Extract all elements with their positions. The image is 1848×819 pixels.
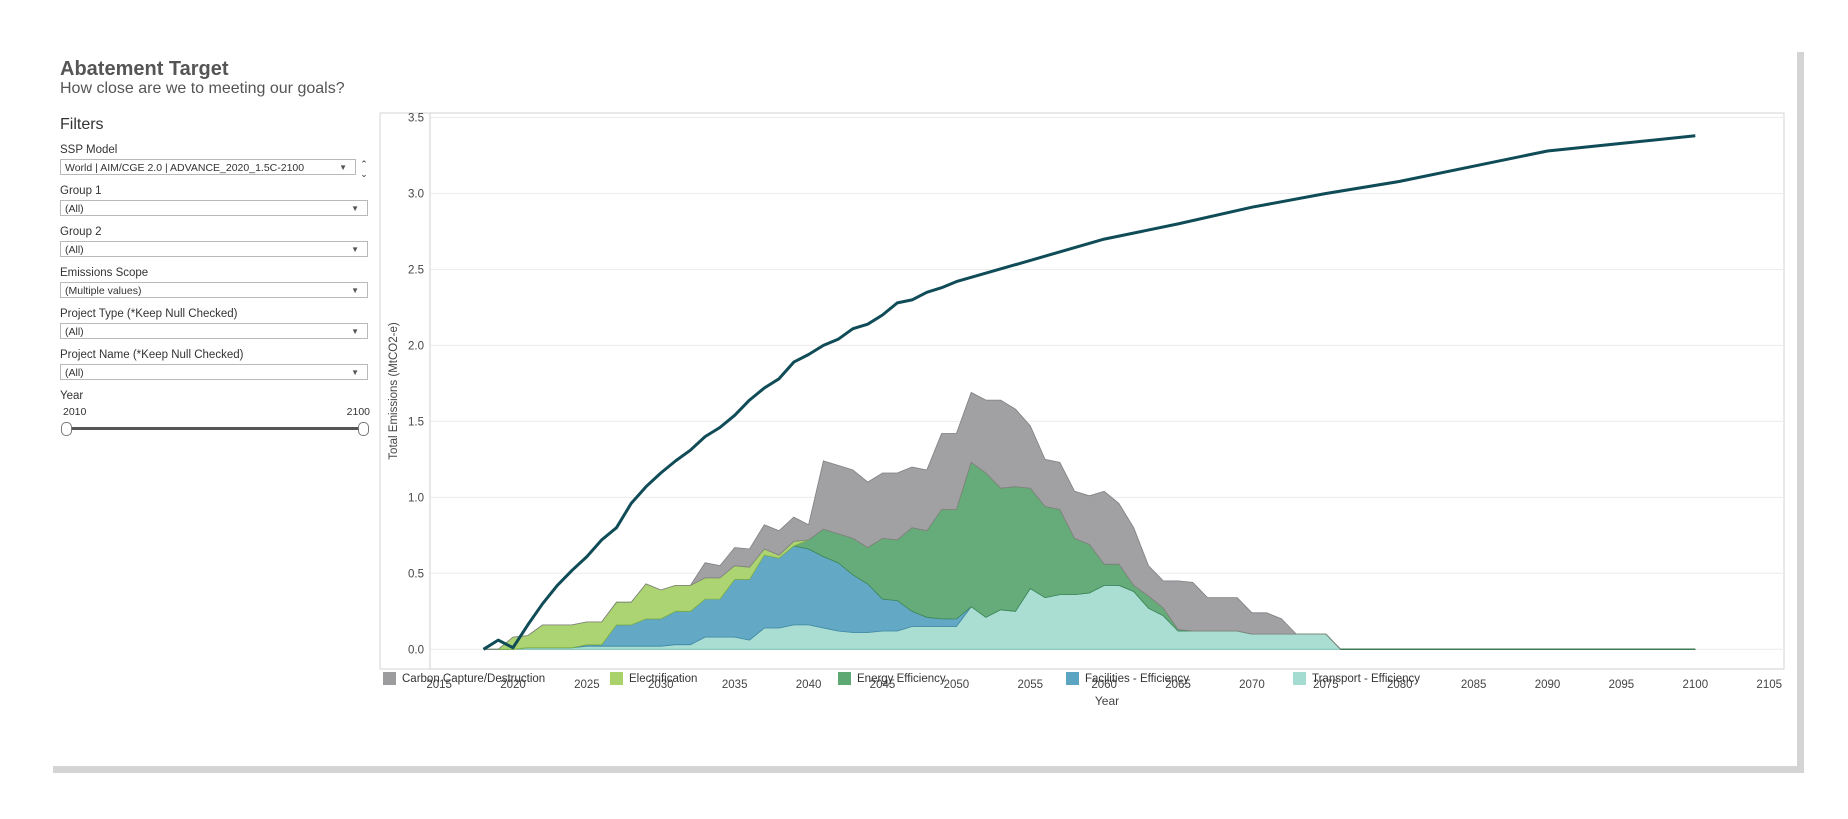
legend-label: Facilities - Efficiency xyxy=(1085,672,1189,685)
project-type-dropdown[interactable]: (All) ▼ xyxy=(60,323,368,339)
y-tick-label: 0.5 xyxy=(408,568,424,580)
legend-item[interactable]: Transport - Efficiency xyxy=(1293,672,1420,685)
legend-label: Energy Efficiency xyxy=(857,672,946,685)
group2-value: (All) xyxy=(65,244,84,256)
year-min-label: 2010 xyxy=(63,406,87,418)
stacked-areas xyxy=(483,391,1696,650)
axes: 0.0 0.5 1.0 1.5 2.0 2.5 3.0 3.5 2015 2020 2025 2030… xyxy=(408,113,1784,691)
slider-track[interactable] xyxy=(66,427,364,430)
up-down-stepper-icon[interactable]: ⌃ ⌄ xyxy=(360,159,368,179)
target-line-group xyxy=(482,134,1696,651)
y-axis-label: Total Emissions (MtCO2-e) xyxy=(388,322,400,460)
x-tick-label: 2075 xyxy=(1313,679,1339,691)
year-range-slider[interactable] xyxy=(60,422,370,436)
emissions-scope-value: (Multiple values) xyxy=(65,285,142,297)
x-tick-label: 2015 xyxy=(426,679,452,691)
x-tick-label: 2095 xyxy=(1609,679,1635,691)
group2-label: Group 2 xyxy=(60,226,102,238)
chevron-down-icon: ▼ xyxy=(351,245,359,254)
y-tick-label: 0.0 xyxy=(408,644,424,656)
legend-swatch xyxy=(1066,672,1079,685)
x-tick-label: 2040 xyxy=(796,679,822,691)
x-tick-label: 2030 xyxy=(648,679,674,691)
legend-item[interactable]: Facilities - Efficiency xyxy=(1066,672,1189,685)
x-tick-label: 2100 xyxy=(1683,679,1709,691)
year-max-label: 2100 xyxy=(346,406,370,418)
x-tick-label: 2035 xyxy=(722,679,748,691)
year-label: Year xyxy=(60,390,84,402)
project-name-label: Project Name (*Keep Null Checked) xyxy=(60,349,244,361)
x-tick-label: 2080 xyxy=(1387,679,1413,691)
legend-label: Carbon Capture/Destruction xyxy=(402,672,546,685)
page-title: Abatement Target xyxy=(60,58,229,80)
ssp-model-label: SSP Model xyxy=(60,144,118,156)
group2-dropdown[interactable]: (All) ▼ xyxy=(60,241,368,257)
legend-swatch xyxy=(383,672,396,685)
project-type-value: (All) xyxy=(65,326,84,338)
chevron-down-icon: ▼ xyxy=(351,368,359,377)
x-tick-label: 2060 xyxy=(1091,679,1117,691)
group1-label: Group 1 xyxy=(60,185,102,197)
x-tick-label: 2085 xyxy=(1461,679,1487,691)
project-name-dropdown[interactable]: (All) ▼ xyxy=(60,364,368,380)
x-tick-label: 2045 xyxy=(870,679,896,691)
slider-handle-min[interactable] xyxy=(61,422,72,436)
ssp-model-value: World | AIM/CGE 2.0 | ADVANCE_2020_1.5C-… xyxy=(65,162,305,174)
legend-label: Electrification xyxy=(629,672,698,685)
y-tick-label: 1.5 xyxy=(408,416,424,428)
x-tick-label: 2070 xyxy=(1239,679,1265,691)
group1-dropdown[interactable]: (All) ▼ xyxy=(60,200,368,216)
filters-panel: Filters SSP Model World | AIM/CGE 2.0 | … xyxy=(60,116,380,436)
y-tick-label: 3.5 xyxy=(408,113,424,125)
y-tick-label: 2.5 xyxy=(408,264,424,276)
legend-swatch xyxy=(838,672,851,685)
slider-handle-max[interactable] xyxy=(358,422,369,436)
ssp-model-dropdown[interactable]: World | AIM/CGE 2.0 | ADVANCE_2020_1.5C-… xyxy=(60,159,356,175)
group1-value: (All) xyxy=(65,203,84,215)
chevron-down-icon: ▼ xyxy=(351,286,359,295)
x-tick-label: 2055 xyxy=(1017,679,1043,691)
target-line xyxy=(482,134,1696,651)
project-type-label: Project Type (*Keep Null Checked) xyxy=(60,308,238,320)
x-tick-label: 2105 xyxy=(1756,679,1782,691)
y-tick-label: 2.0 xyxy=(408,340,424,352)
project-name-value: (All) xyxy=(65,367,84,379)
x-tick-label: 2050 xyxy=(944,679,970,691)
legend-item[interactable]: Energy Efficiency xyxy=(838,672,946,685)
y-tick-label: 3.0 xyxy=(408,189,424,201)
x-tick-label: 2020 xyxy=(500,679,526,691)
x-tick-label: 2090 xyxy=(1535,679,1561,691)
emissions-scope-dropdown[interactable]: (Multiple values) ▼ xyxy=(60,282,368,298)
page-subtitle: How close are we to meeting our goals? xyxy=(60,80,345,97)
x-tick-label: 2025 xyxy=(574,679,600,691)
legend-swatch xyxy=(1293,672,1306,685)
x-tick-label: 2065 xyxy=(1165,679,1191,691)
legend-label: Transport - Efficiency xyxy=(1312,672,1421,685)
chevron-down-icon: ▼ xyxy=(351,204,359,213)
y-tick-label: 1.0 xyxy=(408,492,424,504)
chevron-down-icon: ▼ xyxy=(339,163,347,172)
legend-swatch xyxy=(610,672,623,685)
legend-item[interactable]: Electrification xyxy=(610,672,697,685)
dashboard-panel: Abatement Target How close are we to mee… xyxy=(53,52,1804,773)
chevron-down-icon: ▼ xyxy=(351,327,359,336)
emissions-scope-label: Emissions Scope xyxy=(60,267,149,279)
area-carbon-capture-destruction xyxy=(483,391,1696,650)
filters-heading: Filters xyxy=(60,116,104,133)
x-axis-label: Year xyxy=(1095,694,1119,708)
legend-item[interactable]: Carbon Capture/Destruction xyxy=(383,672,545,685)
